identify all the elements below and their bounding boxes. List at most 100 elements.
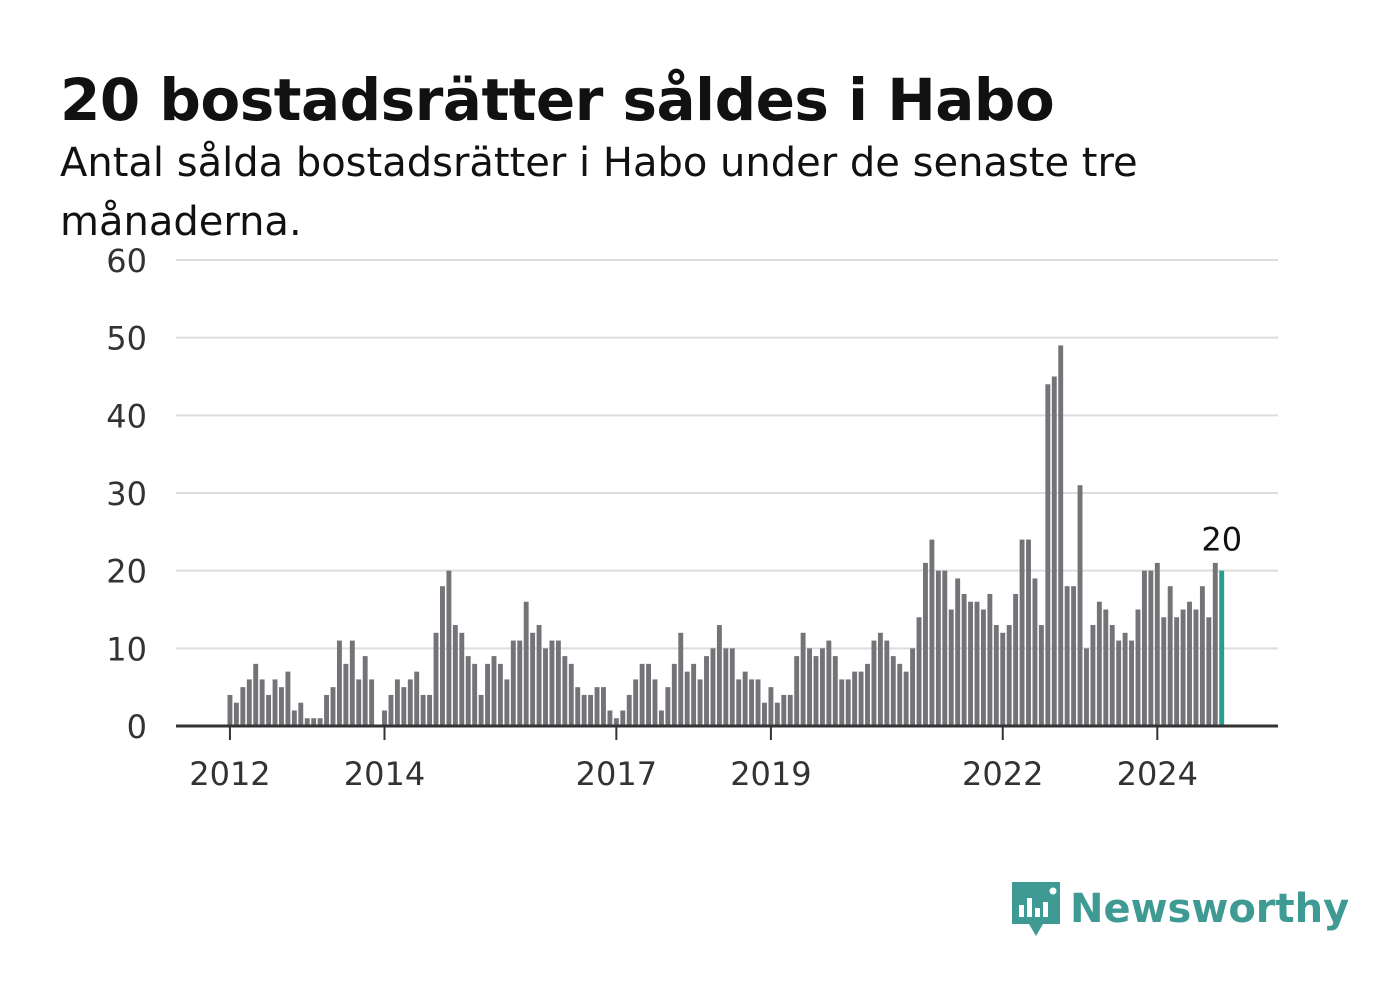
bar (884, 640, 890, 726)
bar (839, 679, 845, 726)
bar (762, 702, 767, 726)
bar (1180, 609, 1186, 726)
y-tick-label: 20 (106, 553, 147, 591)
bar (916, 617, 922, 726)
bar (343, 663, 349, 726)
bar (1122, 632, 1128, 726)
bar (871, 640, 877, 726)
bar (549, 640, 555, 726)
bar (691, 663, 697, 726)
page-subtitle: Antal sålda bostadsrätter i Habo under d… (60, 140, 1138, 245)
newsworthy-icon (1012, 882, 1060, 936)
bar (388, 694, 394, 726)
bar (465, 656, 471, 726)
bar (588, 694, 594, 726)
bar (736, 679, 742, 726)
labels: 0 10 20 30 40 50 60 2012 2014 2017 2019 2022 2024 20 (106, 242, 1242, 793)
bar (697, 679, 703, 726)
y-tick-label: 30 (106, 475, 147, 513)
bar (279, 687, 284, 726)
bar (1045, 384, 1051, 726)
bar (935, 570, 941, 726)
bar (858, 671, 864, 726)
bar (266, 694, 272, 726)
bar (427, 694, 433, 726)
bar (1103, 609, 1109, 726)
bar (330, 687, 336, 726)
bars (227, 345, 1225, 726)
bar (1026, 539, 1031, 726)
bar (671, 663, 677, 726)
bar (491, 656, 497, 726)
bar (729, 648, 735, 726)
bar (562, 656, 568, 726)
bar (575, 687, 581, 726)
bar (613, 718, 619, 726)
bar (620, 710, 626, 726)
bar (356, 679, 362, 726)
bar (568, 663, 574, 726)
bar (233, 702, 239, 726)
bar (478, 694, 484, 726)
bar (1167, 586, 1173, 726)
gridlines (176, 259, 1278, 650)
bar (813, 656, 819, 726)
bar (401, 687, 407, 726)
bar (607, 710, 613, 726)
bar (227, 694, 233, 726)
bar (1187, 601, 1192, 726)
bar (704, 656, 709, 726)
bar (646, 663, 651, 726)
x-tick-label: 2024 (1117, 755, 1198, 793)
bar (298, 702, 304, 726)
bar (594, 687, 600, 726)
bar (993, 625, 999, 726)
bar (414, 671, 420, 726)
bar (1148, 570, 1154, 726)
bar (336, 640, 342, 726)
bar (285, 671, 291, 726)
x-tick-label: 2014 (344, 755, 425, 793)
bar (1096, 601, 1102, 726)
bar (1161, 617, 1167, 726)
bar (1019, 539, 1025, 726)
bar (755, 679, 761, 726)
bar (1032, 578, 1038, 726)
bar (807, 648, 812, 726)
bar (504, 679, 510, 726)
bar (910, 648, 916, 726)
bar (485, 663, 490, 726)
bar (1000, 632, 1006, 726)
bar (1154, 562, 1160, 726)
bar (800, 632, 806, 726)
bar (652, 679, 658, 726)
bar (272, 679, 278, 726)
bar (865, 663, 870, 726)
bar (446, 570, 452, 726)
bar (1058, 345, 1064, 726)
bar (1116, 640, 1122, 726)
bar (974, 601, 980, 726)
bar (987, 593, 993, 726)
bar (768, 687, 774, 726)
bar (1084, 648, 1089, 726)
bar (955, 578, 961, 726)
bar (311, 718, 317, 726)
bar (723, 648, 729, 726)
bar (968, 601, 973, 726)
bar (742, 671, 748, 726)
bar (1109, 625, 1115, 726)
bar (1212, 562, 1218, 726)
bar (555, 640, 561, 726)
bar (929, 539, 935, 726)
bar (581, 694, 587, 726)
bar (639, 663, 645, 726)
bar (794, 656, 800, 726)
bar (710, 648, 716, 726)
newsworthy-logo: Newsworthy (1010, 876, 1349, 942)
bar (948, 609, 954, 726)
bar (543, 648, 548, 726)
bar (497, 663, 503, 726)
bar (240, 687, 246, 726)
bar (530, 632, 536, 726)
